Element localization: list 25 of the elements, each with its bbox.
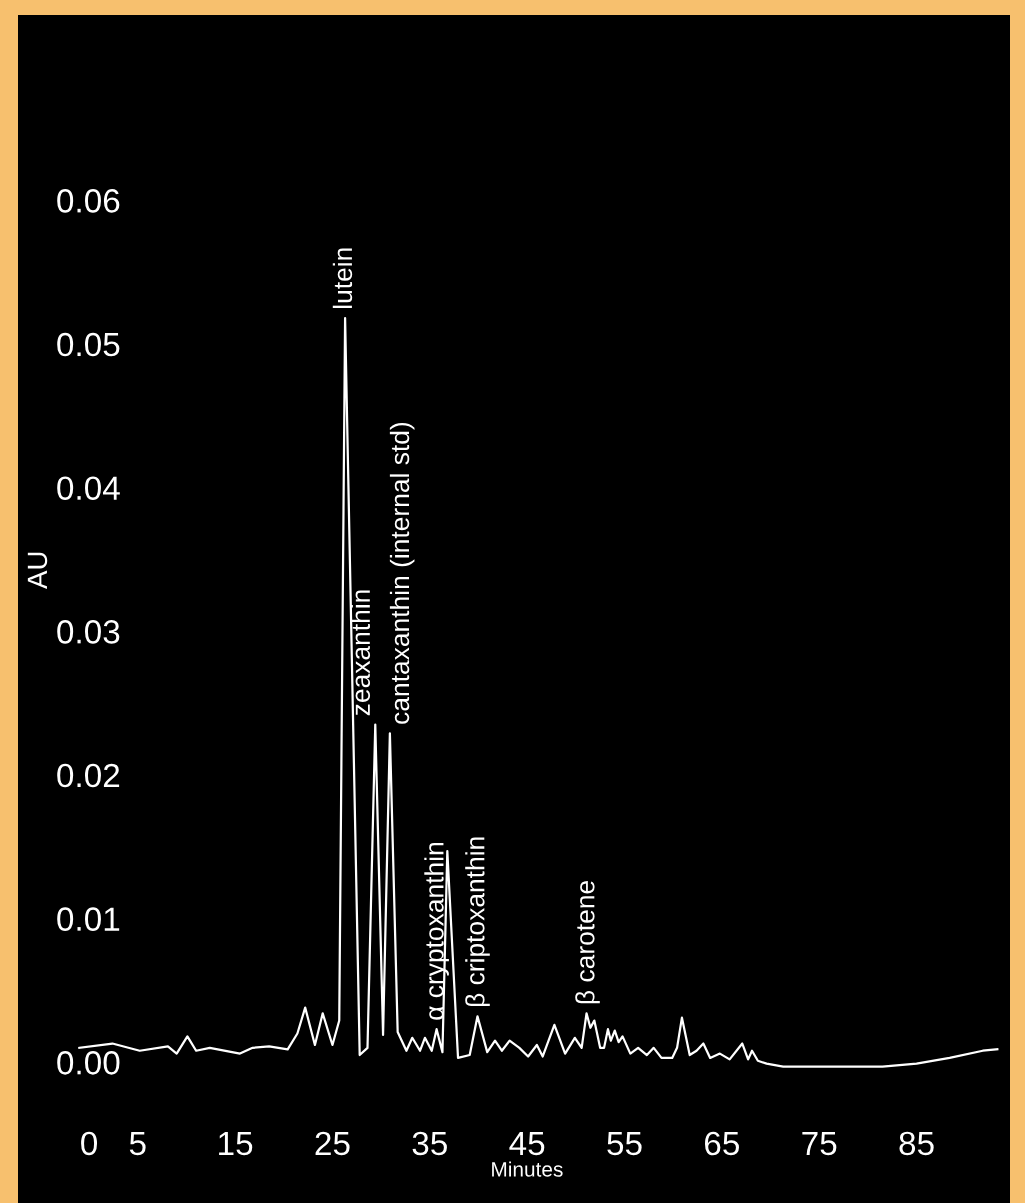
y-tick-label: 0.01 <box>57 907 120 931</box>
annotation: α cryptoxanthin <box>424 843 449 1020</box>
x-axis-title: Minutes <box>492 1161 563 1177</box>
x-tick-label: 35 <box>412 1131 447 1156</box>
x-tick-label: 75 <box>802 1132 837 1156</box>
y-tick-label: 0.03 <box>57 620 120 644</box>
x-tick-label: 5 <box>129 1132 146 1156</box>
y-tick-label: 0.05 <box>57 332 120 357</box>
y-tick-label: 0.02 <box>57 763 120 788</box>
x-tick-label: 25 <box>315 1131 350 1156</box>
y-tick-label: 0.00 <box>57 1051 120 1075</box>
y-tick-label: 0.06 <box>57 189 120 213</box>
x-tick-label: 65 <box>705 1131 739 1156</box>
annotation: β carotene <box>575 881 600 1004</box>
annotation: β criptoxanthin <box>465 837 490 1007</box>
y-tick-label: 0.04 <box>57 476 120 501</box>
annotation: cantaxanthin (internal std) <box>389 422 415 724</box>
x-tick-label: 85 <box>899 1131 934 1156</box>
annotation: lutein <box>332 248 353 308</box>
annotation: zeaxanthin <box>350 590 371 716</box>
x-tick-label: 55 <box>607 1132 642 1156</box>
x-tick-label: 45 <box>509 1132 545 1156</box>
y-axis-title: AU <box>27 552 48 590</box>
x-tick-label: 15 <box>219 1132 253 1156</box>
x-tick-label: 0 <box>81 1131 98 1156</box>
